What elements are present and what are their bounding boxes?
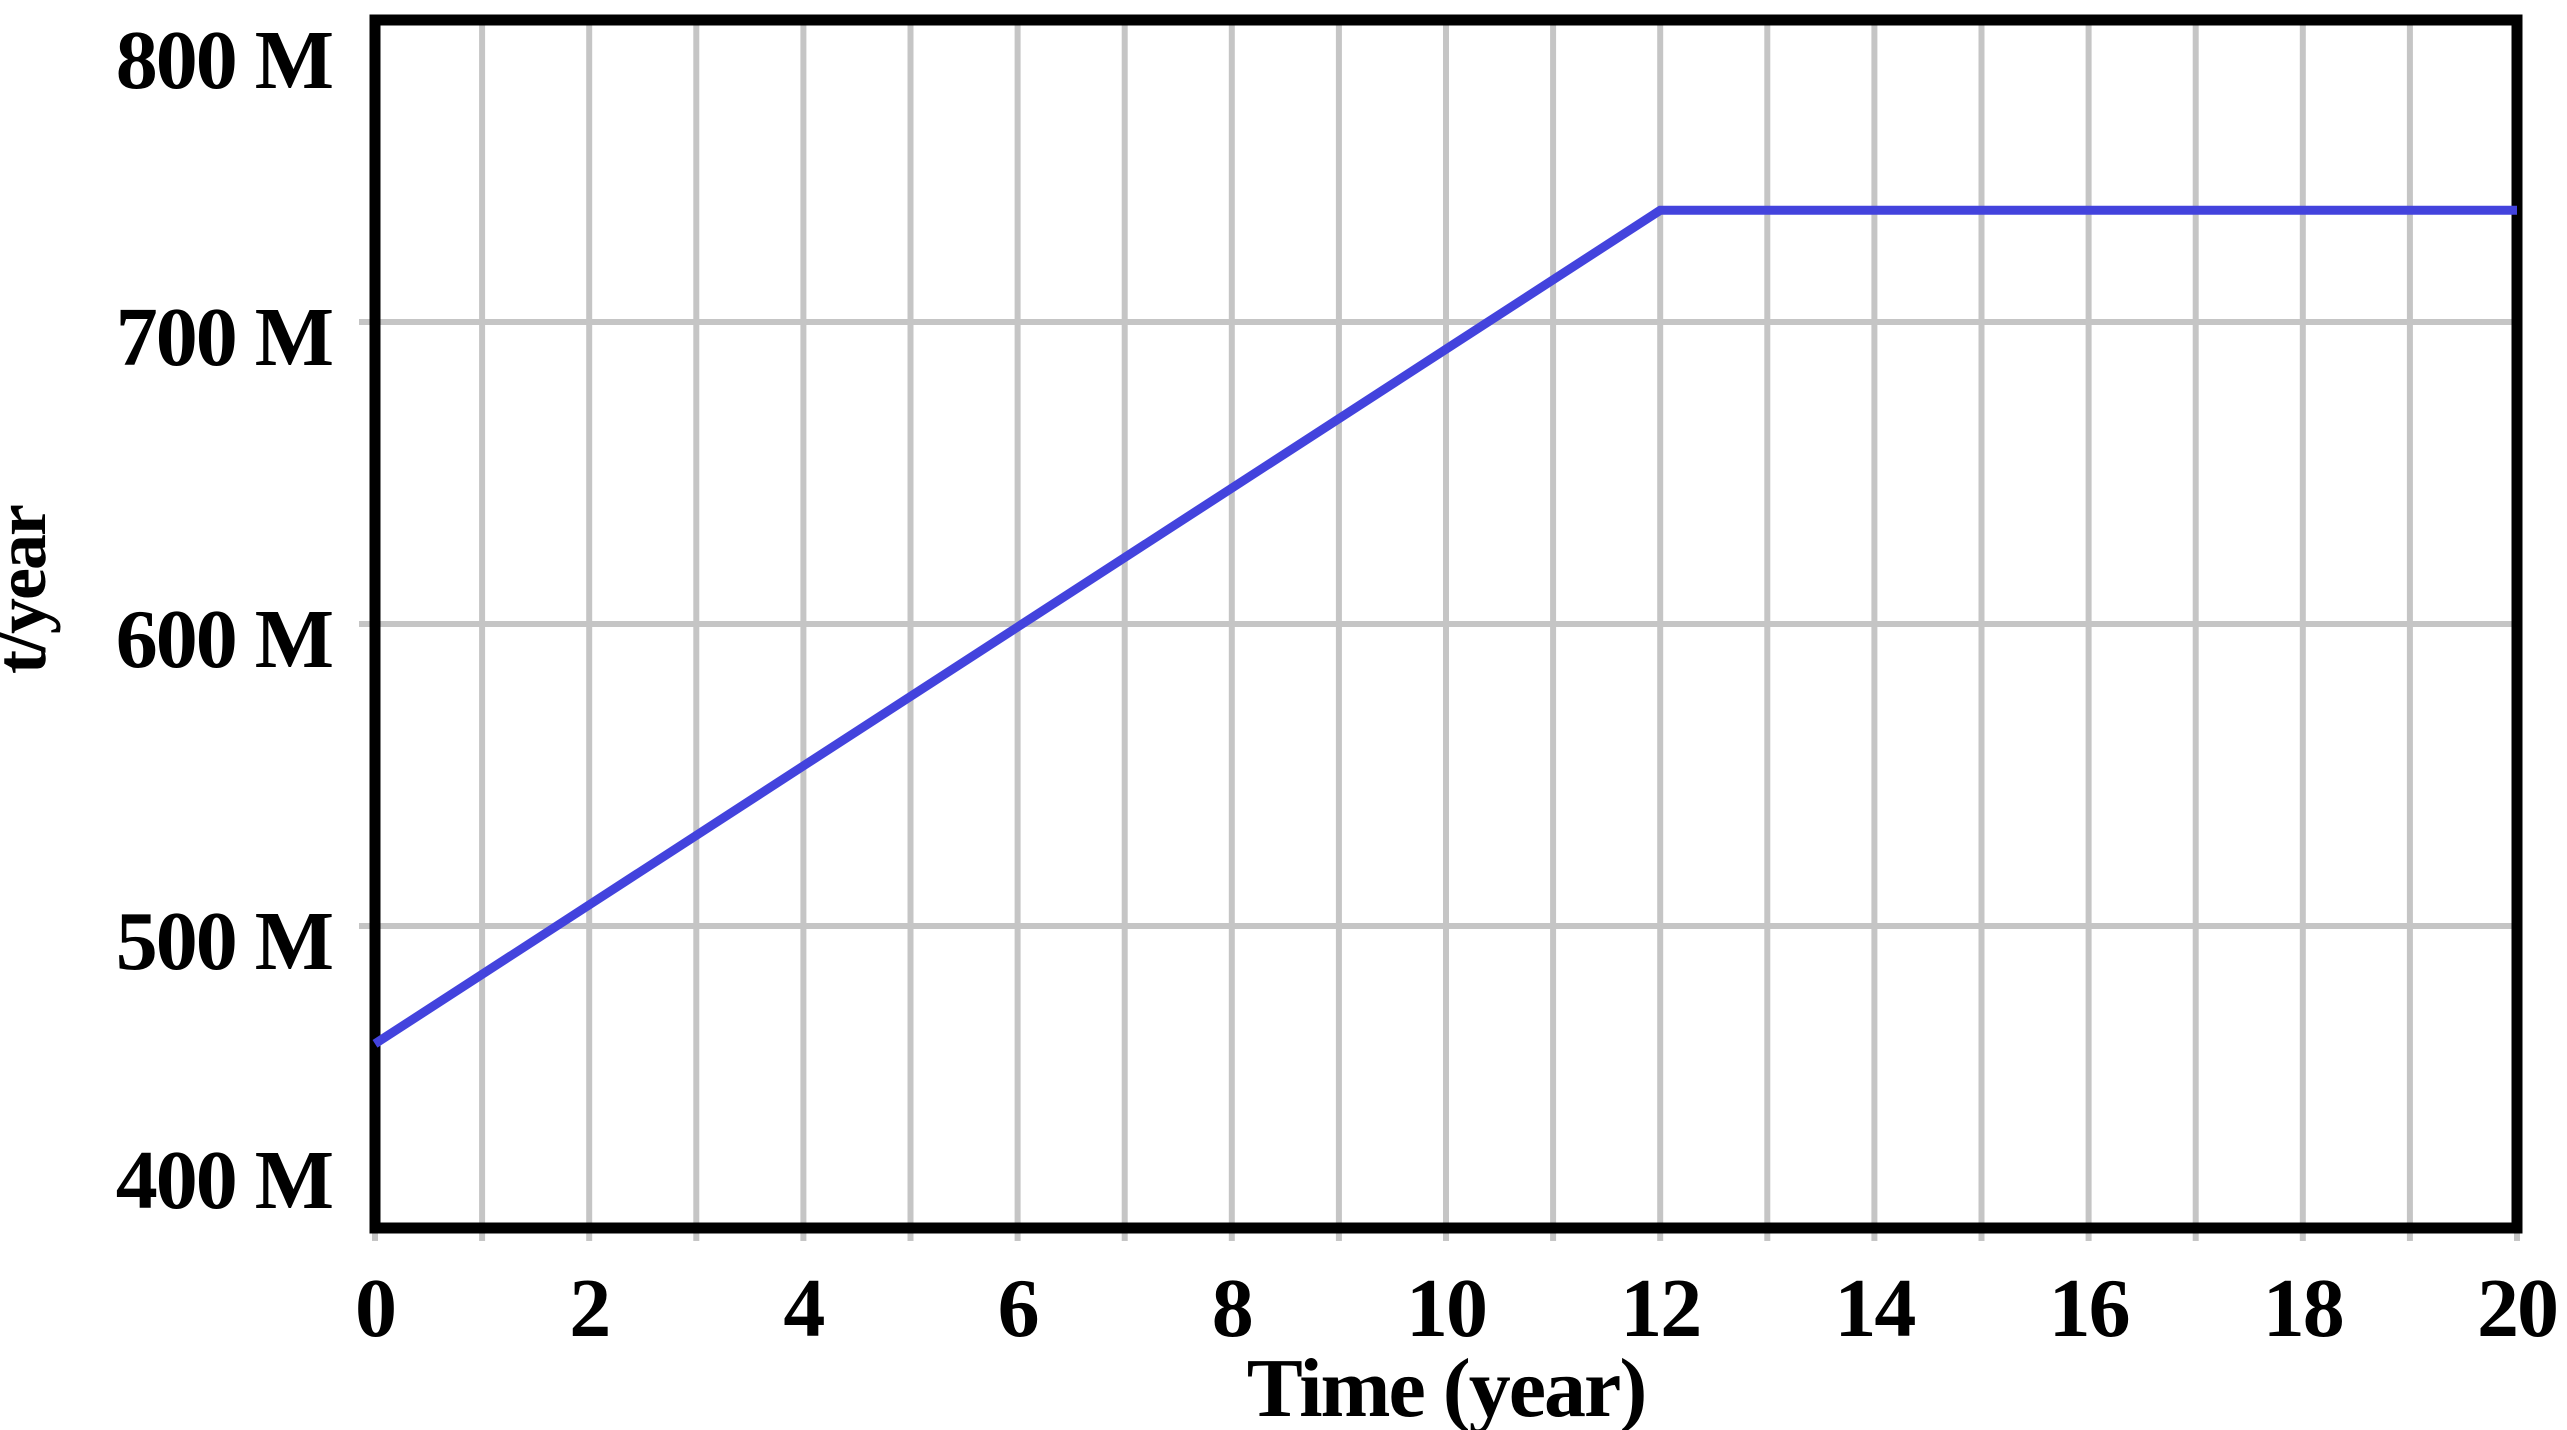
y-tick-label: 700 M [116,291,332,384]
x-tick-label: 10 [1406,1262,1486,1355]
x-tick-label: 18 [2263,1262,2343,1355]
x-tick-label: 6 [998,1262,1038,1355]
y-tick-label: 800 M [116,14,332,107]
y-tick-label: 400 M [116,1134,332,1227]
x-tick-label: 16 [2049,1262,2129,1355]
x-tick-label: 12 [1620,1262,1700,1355]
y-tick-label: 600 M [116,593,332,686]
x-tick-label: 8 [1212,1262,1252,1355]
y-axis-title: t/year [0,505,61,674]
x-tick-label: 20 [2477,1262,2557,1355]
x-tick-label: 0 [355,1262,395,1355]
y-tick-label: 500 M [116,895,332,988]
x-tick-label: 2 [569,1262,609,1355]
series-line-value [372,205,2517,1048]
x-tick-label: 14 [1834,1262,1915,1355]
x-axis-title: Time (year) [1247,1342,1646,1430]
x-tick-label: 4 [783,1262,824,1355]
plot-border [369,14,2523,1234]
